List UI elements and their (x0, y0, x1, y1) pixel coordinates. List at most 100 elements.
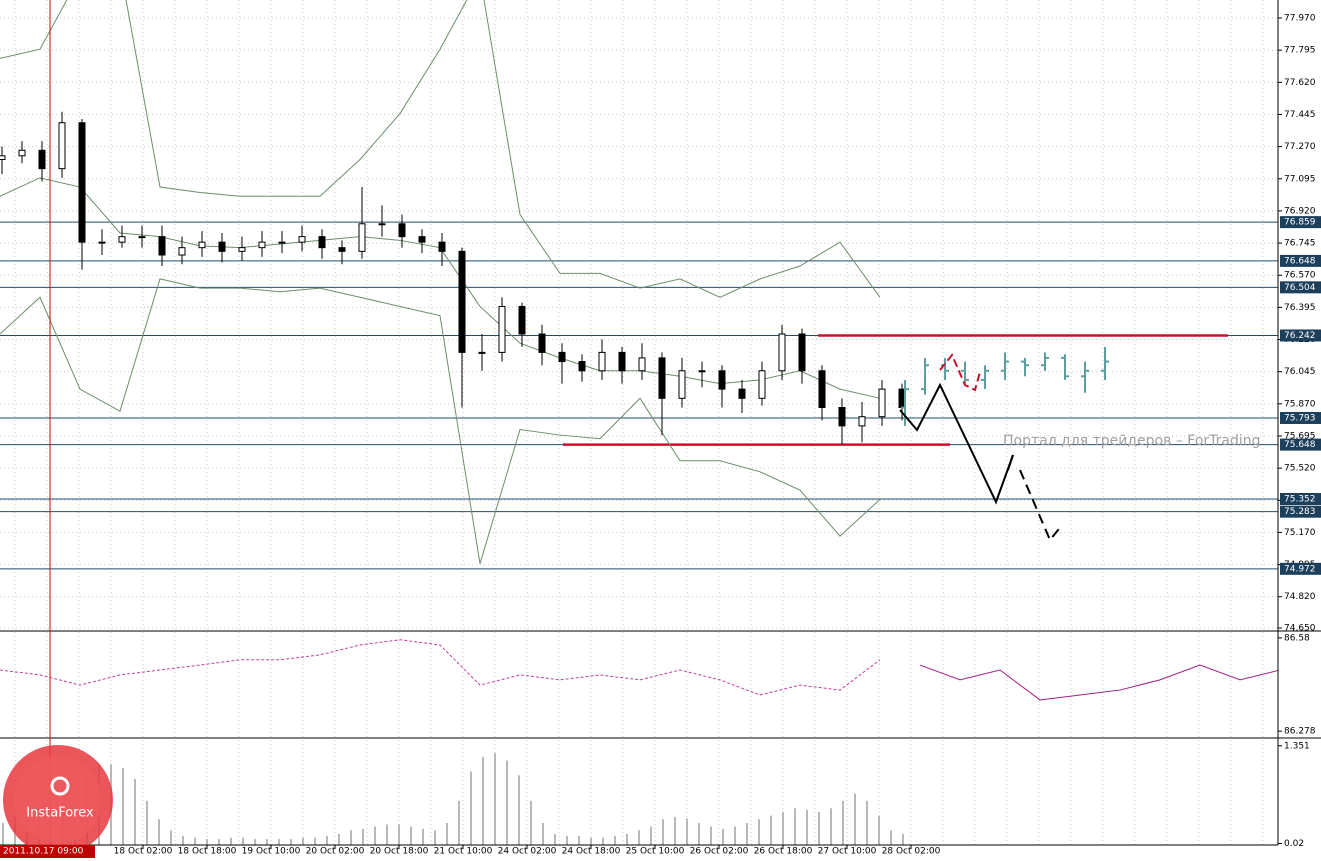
histogram-bar (158, 819, 160, 845)
histogram-bar (446, 822, 448, 845)
histogram-bar (230, 837, 232, 845)
histogram-bar (338, 833, 340, 845)
histogram-bar (242, 837, 244, 845)
histogram-bar (842, 800, 844, 845)
histogram-bar (590, 837, 592, 845)
candle-body (318, 236, 326, 249)
level-label: 75.352 (1284, 495, 1316, 505)
histogram-bar (362, 828, 364, 845)
histogram-bar (638, 830, 640, 845)
histogram-bar (614, 836, 616, 845)
oscillator-line (0, 639, 881, 696)
candle-body (298, 236, 306, 243)
histogram-bar (698, 822, 700, 845)
histogram-bar (758, 819, 760, 845)
level-label: 75.283 (1284, 507, 1316, 517)
histogram-bar (146, 800, 148, 845)
histogram-bar (746, 822, 748, 845)
price-plot (0, 0, 1278, 570)
candle-body (798, 333, 806, 372)
candle-body (38, 149, 46, 170)
histogram-bar (482, 756, 484, 845)
x-tick-label: 18 Oct 02:00 (114, 847, 173, 857)
histogram-bar (134, 778, 136, 845)
histogram-bar (422, 828, 424, 845)
level-label: 74.972 (1284, 564, 1316, 574)
candle-body (538, 333, 546, 353)
histogram-bar (182, 836, 184, 845)
histogram-bar (326, 836, 328, 845)
level-label-bg (1280, 329, 1321, 342)
histogram-bar (770, 815, 772, 845)
histogram-bar (710, 826, 712, 845)
forecast-arrows: Портал для трейдеров – ForTrading (899, 353, 1261, 542)
x-tick-label: 19 Oct 10:00 (242, 847, 301, 857)
candle-body (178, 247, 186, 256)
candle-body (558, 351, 566, 363)
x-tick-label: 27 Oct 10:00 (818, 847, 877, 857)
x-tick-label: 25 Oct 10:00 (626, 847, 685, 857)
y-tick-label: 75.695 (1284, 431, 1316, 441)
candle-body (518, 305, 526, 335)
histogram-bar (818, 811, 820, 845)
y-tick-label: 76.745 (1284, 239, 1316, 249)
histogram-bar (866, 800, 868, 845)
level-label-bg (1280, 505, 1321, 518)
candle-body (878, 388, 886, 418)
histogram-bar (386, 824, 388, 845)
candle-body (218, 241, 226, 252)
x-tick-label: 24 Oct 18:00 (562, 847, 621, 857)
y-tick-label: 77.970 (1284, 14, 1316, 24)
candle-body (578, 361, 586, 372)
level-label-bg (1280, 254, 1321, 267)
histogram-bar (686, 818, 688, 845)
histogram-bar (566, 836, 568, 845)
histogram-bar (194, 837, 196, 845)
candle-body (418, 236, 426, 243)
x-tick-label: 21 Oct 10:00 (434, 847, 493, 857)
candle-body (58, 122, 66, 170)
x-tick-label: 26 Oct 02:00 (690, 847, 749, 857)
candle-body (378, 223, 386, 226)
level-label: 76.859 (1284, 218, 1316, 228)
x-tick-label: 28 Oct 02:00 (882, 847, 941, 857)
histogram-bar (266, 839, 268, 845)
histogram-bar (410, 826, 412, 845)
candle-body (858, 416, 866, 427)
candle-body (18, 149, 26, 157)
level-label-bg (1280, 411, 1321, 424)
histogram-bar (542, 822, 544, 845)
level-label-bg (1280, 438, 1321, 451)
histogram-bar (518, 775, 520, 845)
y-tick-label: 76.920 (1284, 206, 1316, 216)
candle-body (338, 247, 346, 252)
histogram-bar (314, 837, 316, 845)
level-label-bg (1280, 216, 1321, 229)
candle-body (278, 241, 286, 244)
logo-text: InstaForex (26, 806, 94, 821)
candle-body (618, 351, 626, 372)
bollinger-upper (0, 0, 881, 298)
candle-body (838, 407, 846, 427)
histogram-bar (350, 830, 352, 845)
candle-body (458, 250, 466, 353)
candle-body (398, 223, 406, 238)
level-label: 76.504 (1284, 283, 1316, 293)
histogram-bar (122, 767, 124, 845)
x-tick-label: 24 Oct 02:00 (498, 847, 557, 857)
histogram-bar (722, 828, 724, 845)
crosshair-label: 2011.10.17 09:00 (3, 847, 84, 857)
candle-body (498, 305, 506, 353)
level-label-bg (1280, 281, 1321, 294)
histogram-bar (878, 815, 880, 845)
histogram-bar (674, 817, 676, 845)
histogram-bar (506, 760, 508, 845)
histogram-bar (254, 839, 256, 845)
candle-body (778, 333, 786, 372)
histogram-bar (902, 833, 904, 845)
y-tick-label: 77.620 (1284, 78, 1316, 88)
y-tick-label: 76.045 (1284, 367, 1316, 377)
crosshair-label-bg (0, 845, 95, 858)
candle-body (238, 247, 246, 252)
candle-body (438, 241, 446, 252)
